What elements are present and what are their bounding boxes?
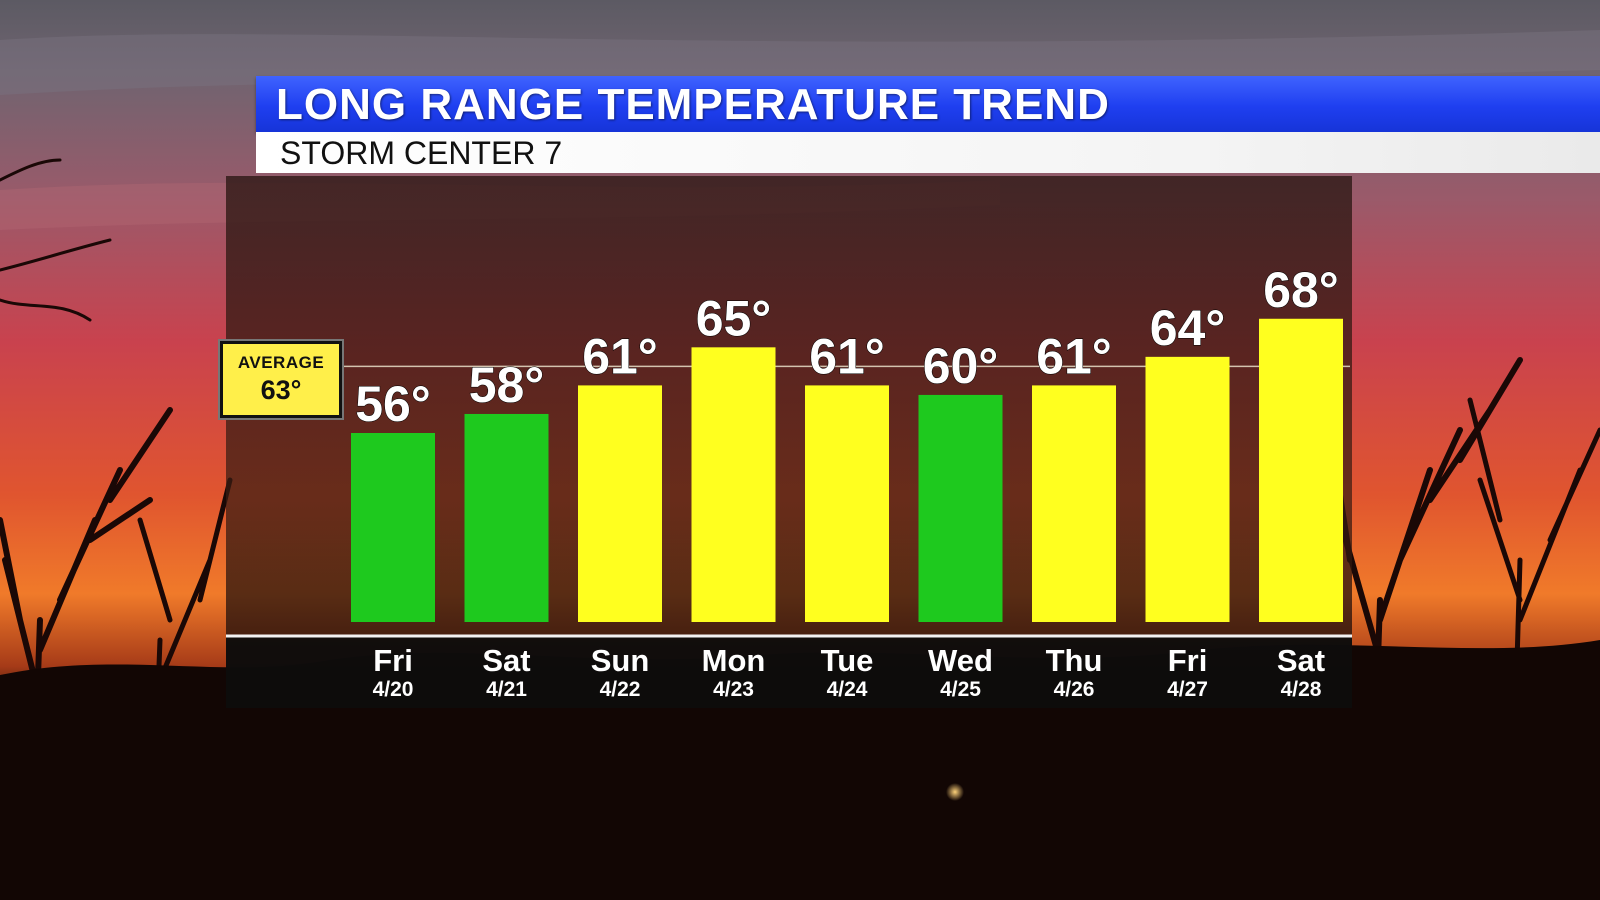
date-tick-label: 4/28 [1281, 678, 1322, 701]
date-tick-label: 4/24 [827, 678, 868, 701]
data-label: 56° [355, 376, 431, 432]
date-tick-label: 4/20 [373, 678, 414, 701]
station-name: STORM CENTER 7 [280, 135, 563, 171]
day-tick-label: Wed [928, 643, 993, 678]
date-tick-label: 4/23 [713, 678, 754, 701]
bar-sat-4-21 [464, 413, 549, 622]
day-tick-label: Fri [1168, 643, 1208, 678]
bar-wed-4-25 [918, 394, 1003, 622]
average-badge: AVERAGE 63° [220, 341, 342, 418]
bar-tue-4-24 [805, 385, 889, 622]
date-tick-label: 4/27 [1167, 678, 1208, 701]
bar-sat-4-28 [1259, 318, 1343, 622]
labels-group: 56°Fri4/2058°Sat4/2161°Sun4/2265°Mon4/23… [355, 261, 1340, 701]
data-label: 61° [582, 328, 658, 384]
day-tick-label: Sat [1277, 643, 1325, 678]
bar-thu-4-26 [1032, 385, 1116, 622]
average-label: AVERAGE [237, 353, 325, 372]
data-label: 68° [1263, 262, 1339, 318]
day-tick-label: Thu [1046, 643, 1103, 678]
day-tick-label: Sat [482, 643, 530, 678]
data-label: 64° [1150, 300, 1226, 356]
day-tick-label: Tue [821, 643, 874, 678]
data-label: 65° [696, 290, 772, 346]
distant-light [946, 783, 964, 801]
average-value: 63° [260, 375, 302, 405]
bars-group [351, 318, 1343, 622]
bar-sun-4-22 [578, 385, 662, 622]
day-tick-label: Mon [702, 643, 766, 678]
bar-mon-4-23 [691, 347, 776, 622]
page-title: LONG RANGE TEMPERATURE TREND [276, 80, 1110, 129]
bar-fri-4-20 [351, 433, 435, 622]
bar-fri-4-27 [1145, 356, 1230, 622]
date-tick-label: 4/22 [600, 678, 641, 701]
data-label: 61° [809, 328, 885, 384]
subheader-bar: STORM CENTER 7 [256, 132, 1600, 173]
header-bar: LONG RANGE TEMPERATURE TREND [256, 76, 1600, 132]
day-tick-label: Sun [591, 643, 650, 678]
data-label: 61° [1036, 328, 1112, 384]
data-label: 58° [469, 357, 545, 413]
data-label: 60° [923, 338, 999, 394]
date-tick-label: 4/26 [1054, 678, 1095, 701]
date-tick-label: 4/21 [486, 678, 527, 701]
day-tick-label: Fri [373, 643, 413, 678]
date-tick-label: 4/25 [940, 678, 981, 701]
axis-band [226, 636, 1352, 708]
